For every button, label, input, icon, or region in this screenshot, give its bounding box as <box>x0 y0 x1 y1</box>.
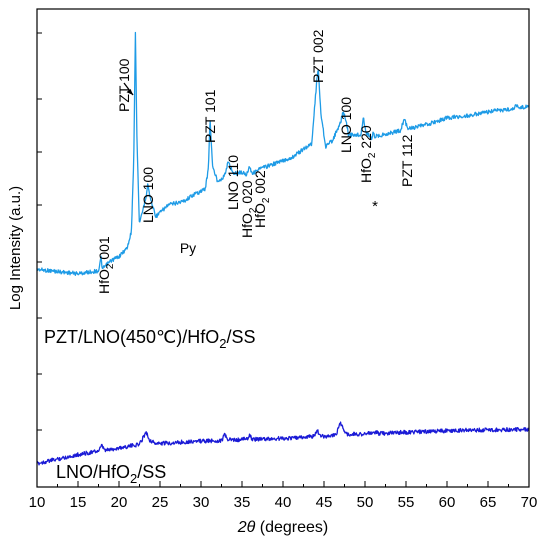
x-tick-label: 60 <box>439 494 456 511</box>
peak-label-hfo2-020: HfO2 020 <box>239 180 259 238</box>
x-axis-title: 2θ (degrees) <box>237 519 329 536</box>
x-tick-label: 50 <box>357 494 374 511</box>
x-tick-label: 15 <box>70 494 87 511</box>
series-label-pzt-lno-hfo2-ss: PZT/LNO(450℃)/HfO2/SS <box>44 327 256 351</box>
x-tick-label: 20 <box>111 494 128 511</box>
series-line-1 <box>36 31 530 276</box>
x-tick-label: 10 <box>29 494 46 511</box>
peak-label-lno100-a: LNO 100 <box>140 167 156 223</box>
peak-label-hfo2-001: HfO2 001 <box>96 236 116 294</box>
peak-label-asterisk: * <box>372 198 378 215</box>
peak-label-hfo2-220: HfO2 220 <box>358 125 378 183</box>
peak-label-pzt100: PZT 100 <box>116 58 132 112</box>
x-tick-label: 65 <box>480 494 497 511</box>
peak-label-lno110: LNO 110 <box>225 155 241 210</box>
peak-label-hfo2-002: HfO2 002 <box>252 170 272 228</box>
x-tick-label: 30 <box>193 494 210 511</box>
series-label-lno-hfo2-ss: LNO/HfO2/SS <box>56 462 166 486</box>
series-line-2 <box>36 421 530 466</box>
peak-label-pzt101: PZT 101 <box>202 89 218 143</box>
y-axis-title: Log Intensity (a.u.) <box>7 186 24 310</box>
x-tick-label: 45 <box>316 494 333 511</box>
peak-label-lno100-b: LNO 100 <box>338 97 354 153</box>
peak-label-pzt002: PZT 002 <box>310 29 326 83</box>
x-tick-label: 55 <box>398 494 415 511</box>
x-tick-label: 70 <box>521 494 538 511</box>
x-tick-label: 35 <box>234 494 251 511</box>
peak-label-pzt112: PZT 112 <box>399 134 415 187</box>
pzt100-arrow-head <box>126 89 133 95</box>
x-tick-label: 25 <box>152 494 169 511</box>
x-tick-label: 40 <box>275 494 292 511</box>
peak-label-py: Py <box>180 240 196 256</box>
